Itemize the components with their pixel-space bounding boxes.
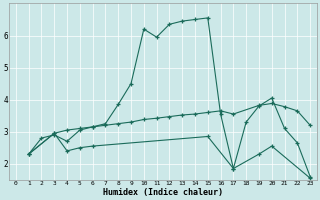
X-axis label: Humidex (Indice chaleur): Humidex (Indice chaleur): [103, 188, 223, 197]
